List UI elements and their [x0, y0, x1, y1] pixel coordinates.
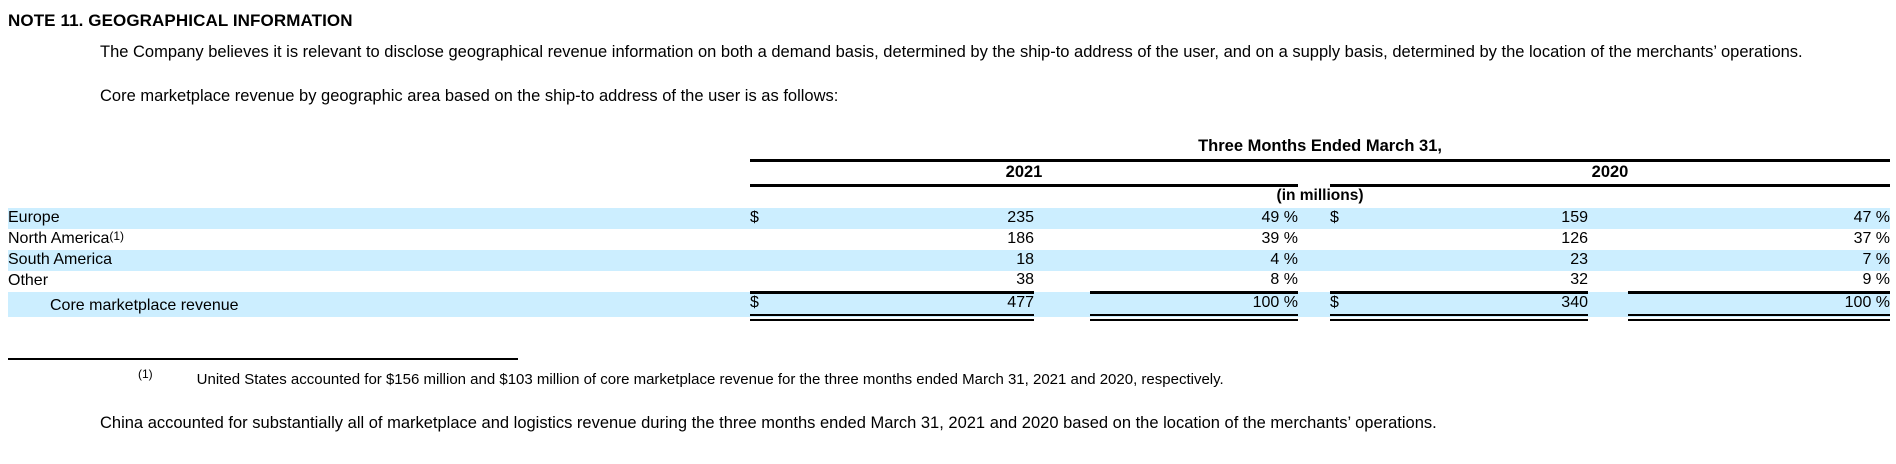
year-2020-header: 2020 [1330, 160, 1891, 187]
group-spacer [1298, 229, 1330, 250]
percent-2020: 47 % [1853, 208, 1891, 226]
currency-symbol: $ [1330, 290, 1356, 321]
note-11-geographical-information: NOTE 11. GEOGRAPHICAL INFORMATION The Co… [8, 11, 1891, 435]
footnote-marker: (1) [138, 366, 153, 381]
column-gap [1588, 271, 1628, 293]
column-gap [1034, 208, 1090, 229]
column-gap [1588, 250, 1628, 271]
geo-label: Core marketplace revenue [8, 292, 750, 317]
amount-2021: 38 [1016, 270, 1034, 288]
currency-symbol [750, 271, 776, 293]
table-year-header-row: 2021 2020 [8, 160, 1891, 187]
table-row-other: Other 38 8 % 32 9 % [8, 271, 1890, 293]
percent-2021: 39 % [1261, 229, 1298, 247]
column-gap [1034, 271, 1090, 293]
geo-label: South America [8, 250, 750, 271]
geographic-revenue-table: Three Months Ended March 31, 2021 2020 (… [8, 133, 1891, 321]
amount-2020: 340 [1356, 290, 1588, 321]
note-title: NOTE 11. GEOGRAPHICAL INFORMATION [8, 11, 353, 30]
percent-2021: 100 % [1090, 290, 1298, 321]
currency-symbol [1330, 250, 1356, 271]
footnote-divider [8, 357, 518, 360]
column-gap [1034, 229, 1090, 250]
amount-2020: 32 [1570, 270, 1588, 288]
geo-label-text: Europe [8, 208, 60, 226]
column-gap [1034, 250, 1090, 271]
percent-2020: 37 % [1853, 229, 1891, 247]
footnote-text: United States accounted for $156 million… [196, 370, 1224, 388]
year-2021-header: 2021 [750, 160, 1298, 187]
geo-label: North America(1) [8, 229, 750, 250]
amount-2021: 235 [1007, 208, 1034, 226]
currency-symbol: $ [750, 290, 776, 321]
column-gap [1588, 229, 1628, 250]
percent-2020: 9 % [1862, 270, 1891, 288]
table-row-north-america: North America(1) 186 39 % 126 37 % [8, 229, 1890, 250]
table-row-total-core-marketplace-revenue: Core marketplace revenue $ 477 100 % $ 3… [8, 290, 1891, 321]
table-units-row: (in millions) [8, 185, 1890, 208]
footnote-ref: (1) [109, 228, 125, 243]
table-row-south-america: South America 18 4 % 23 7 % [8, 249, 1891, 271]
percent-2020: 100 % [1628, 290, 1891, 321]
china-paragraph: China accounted for substantially all of… [100, 413, 1437, 432]
currency-symbol [750, 229, 776, 250]
amount-2020: 23 [1570, 250, 1588, 268]
span-header: Three Months Ended March 31, [750, 133, 1891, 162]
amount-2021: 18 [1016, 250, 1034, 268]
footnote: (1) United States accounted for $156 mill… [138, 367, 1888, 388]
geo-label: Europe [8, 208, 750, 229]
geo-label-text: Other [8, 272, 49, 289]
geo-label-text: Core marketplace revenue [50, 297, 239, 314]
geo-label-text: North America [8, 229, 110, 247]
currency-symbol [1330, 229, 1356, 250]
column-gap [1034, 292, 1090, 317]
column-gap [1588, 208, 1628, 229]
percent-2021: 4 % [1270, 250, 1298, 268]
amount-2021: 186 [1007, 229, 1034, 247]
group-spacer [1298, 208, 1330, 229]
currency-symbol [1330, 271, 1356, 293]
amount-2020: 159 [1561, 208, 1588, 226]
table-row-europe: Europe $ 235 49 % $ 159 47 % [8, 207, 1891, 229]
column-gap [1588, 292, 1628, 317]
units-note: (in millions) [1276, 186, 1364, 204]
group-spacer [1298, 250, 1330, 271]
currency-symbol [750, 250, 776, 271]
percent-2021: 8 % [1270, 270, 1298, 288]
currency-symbol: $ [1330, 208, 1339, 226]
percent-2020: 7 % [1862, 250, 1891, 268]
group-spacer [1298, 271, 1330, 293]
table-span-header-row: Three Months Ended March 31, [8, 133, 1891, 162]
percent-2021: 49 % [1261, 208, 1298, 226]
group-spacer [1298, 292, 1330, 317]
amount-2020: 126 [1561, 229, 1588, 247]
amount-2021: 477 [776, 290, 1034, 321]
intro-paragraph: The Company believes it is relevant to d… [100, 43, 1803, 61]
geo-label: Other [8, 271, 750, 293]
currency-symbol: $ [750, 208, 759, 226]
table-lead-in-paragraph: Core marketplace revenue by geographic a… [100, 87, 839, 105]
geo-label-text: South America [8, 250, 113, 268]
